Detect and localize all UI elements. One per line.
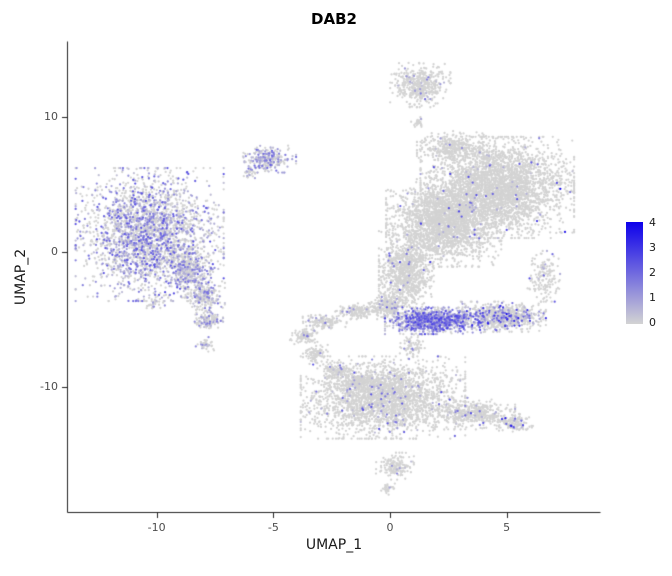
- legend-tick-label: 2: [649, 266, 656, 279]
- legend-gradient-bar: [626, 222, 643, 324]
- y-tick-label: -10: [40, 379, 58, 393]
- x-tick-label: -5: [267, 521, 279, 534]
- x-tick-label: 5: [503, 521, 511, 534]
- chart-title: DAB2: [311, 10, 357, 28]
- x-tick-label: 0: [386, 521, 394, 534]
- legend-tick-label: 0: [649, 316, 656, 329]
- y-tick-label: 0: [51, 245, 58, 259]
- legend-tick-label: 1: [649, 291, 656, 304]
- legend-tick-label: 4: [649, 216, 656, 229]
- legend-tick-label: 3: [649, 241, 656, 254]
- y-tick-label: 10: [44, 110, 58, 124]
- x-tick-label: -10: [147, 521, 166, 534]
- x-axis-label: UMAP_1: [305, 537, 363, 553]
